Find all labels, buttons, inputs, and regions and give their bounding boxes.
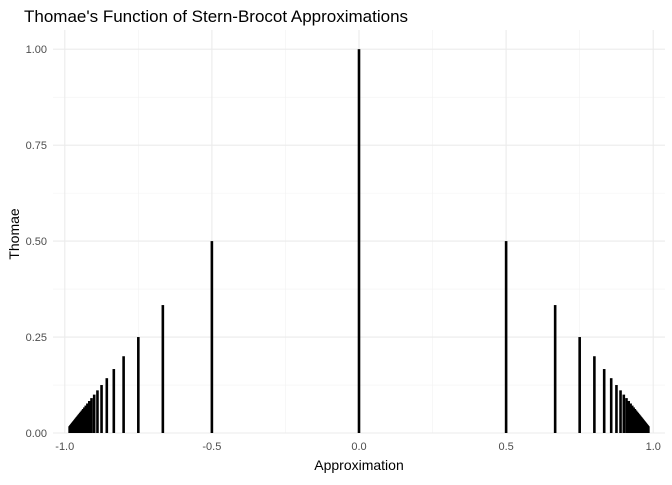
- y-tick-label: 1.00: [26, 44, 47, 56]
- x-tick-labels: -1.0 -0.5 0.0 0.5 1.0: [55, 441, 661, 453]
- thomae-bar: [627, 401, 631, 433]
- thomae-bar: [68, 426, 71, 433]
- thomae-bar: [622, 394, 626, 433]
- thomae-bar: [619, 390, 622, 433]
- bars-layer: [68, 49, 650, 433]
- thomae-bar: [92, 394, 96, 433]
- thomae-bar: [100, 385, 103, 433]
- thomae-bar: [625, 398, 628, 433]
- thomae-bar: [112, 369, 116, 433]
- thomae-bar: [629, 403, 632, 433]
- thomae-bar: [647, 426, 650, 433]
- x-tick-label: 0.5: [498, 441, 513, 453]
- thomae-bar: [553, 305, 557, 433]
- thomae-bar: [161, 305, 165, 433]
- thomae-bar: [137, 337, 140, 433]
- thomae-bar: [615, 385, 618, 433]
- thomae-bar: [578, 337, 581, 433]
- y-tick-label: 0.25: [26, 332, 47, 344]
- thomae-bar: [357, 49, 361, 433]
- thomae-bar: [105, 378, 109, 433]
- thomae-bar: [593, 356, 596, 433]
- thomae-bar: [96, 390, 99, 433]
- y-tick-labels: 0.00 0.25 0.50 0.75 1.00: [26, 44, 47, 440]
- y-tick-label: 0.50: [26, 236, 47, 248]
- thomae-bar: [122, 356, 125, 433]
- y-axis-title: Thomae: [6, 208, 22, 260]
- chart-title: Thomae's Function of Stern-Brocot Approx…: [24, 7, 408, 26]
- thomae-bar: [84, 405, 88, 433]
- y-tick-label: 0.75: [26, 140, 47, 152]
- x-tick-label: -0.5: [202, 441, 221, 453]
- y-tick-label: 0.00: [26, 428, 47, 440]
- x-axis-title: Approximation: [314, 457, 404, 473]
- thomae-bar: [630, 405, 634, 433]
- thomae-bar: [86, 403, 89, 433]
- thomae-bar: [87, 401, 91, 433]
- thomae-bar: [602, 369, 606, 433]
- x-tick-label: 0.0: [351, 441, 366, 453]
- thomae-bar: [90, 398, 93, 433]
- thomae-bar: [504, 241, 508, 433]
- thomae-bar: [210, 241, 214, 433]
- x-tick-label: -1.0: [55, 441, 74, 453]
- x-tick-label: 1.0: [646, 441, 661, 453]
- thomae-bar: [609, 378, 613, 433]
